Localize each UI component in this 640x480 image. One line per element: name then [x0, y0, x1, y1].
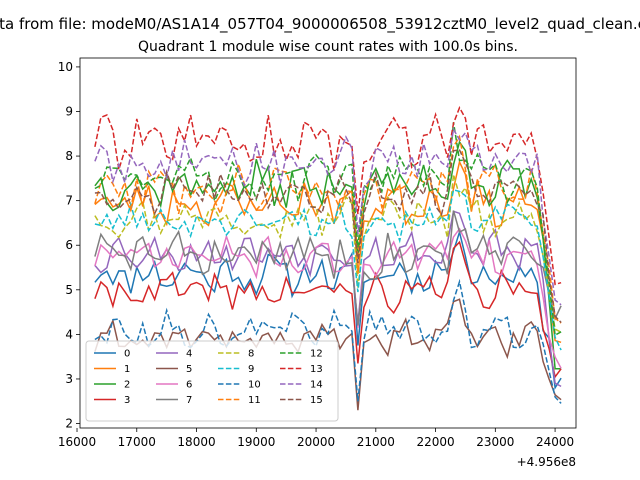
y-tick-label: 2	[65, 417, 73, 431]
legend-label-11: 11	[248, 395, 261, 406]
y-tick-label: 9	[65, 104, 73, 118]
y-tick-label: 10	[58, 60, 73, 74]
series-line-10	[94, 278, 562, 404]
series-line-12	[94, 122, 562, 337]
plot-frame-border	[79, 57, 577, 429]
series-layer	[94, 105, 562, 411]
x-tick-label: 21000	[357, 435, 395, 449]
legend-label-9: 9	[248, 364, 254, 375]
y-axis: 2 3 4 5 6 7 8 9 10	[58, 60, 80, 431]
x-tick-label: 17000	[118, 435, 156, 449]
legend-box	[85, 340, 339, 422]
x-tick-label: 24000	[536, 435, 574, 449]
x-tick-label: 22000	[416, 435, 454, 449]
legend-label-12: 12	[310, 349, 323, 360]
legend-label-15: 15	[310, 395, 323, 406]
series-line-9	[94, 188, 562, 351]
legend-label-6: 6	[186, 380, 192, 391]
y-tick-label: 5	[65, 283, 73, 297]
y-tick-label: 6	[65, 238, 73, 252]
y-tick-label: 7	[65, 194, 73, 208]
x-tick-label: 19000	[237, 435, 275, 449]
chart-title: Quadrant 1 module wise count rates with …	[138, 39, 518, 55]
legend-label-1: 1	[124, 364, 130, 375]
legend-label-5: 5	[186, 364, 192, 375]
figure-suptitle: Data from file: modeM0/AS1A14_057T04_900…	[0, 15, 640, 34]
series-line-7	[94, 210, 562, 326]
legend-label-10: 10	[248, 380, 261, 391]
legend-label-8: 8	[248, 349, 254, 360]
x-tick-label: 20000	[297, 435, 335, 449]
legend-label-3: 3	[124, 395, 130, 406]
series-line-8	[94, 174, 562, 333]
y-tick-label: 3	[65, 372, 73, 386]
legend-label-4: 4	[186, 349, 192, 360]
x-tick-label: 16000	[58, 435, 96, 449]
y-tick-label: 4	[65, 327, 73, 341]
legend-label-7: 7	[186, 395, 192, 406]
x-offset-label: +4.956e8	[517, 455, 576, 469]
series-line-14	[94, 126, 562, 306]
series-line-3	[94, 240, 562, 379]
series-line-15	[94, 149, 562, 324]
x-tick-label: 18000	[177, 435, 215, 449]
legend-label-2: 2	[124, 380, 130, 391]
x-tick-label: 23000	[476, 435, 514, 449]
legend-label-13: 13	[310, 364, 323, 375]
y-tick-label: 8	[65, 149, 73, 163]
x-axis: 16000 17000 18000 19000 20000 21000 22000 23000…	[58, 428, 574, 449]
series-line-6	[94, 227, 562, 369]
legend-label-0: 0	[124, 349, 130, 360]
legend-label-14: 14	[310, 380, 323, 391]
series-line-13	[94, 105, 562, 286]
